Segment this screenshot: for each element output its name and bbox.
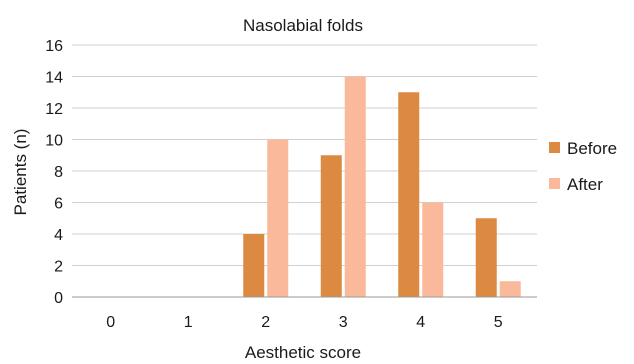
x-tick-labels: 0 1 2 3 4 5 (106, 314, 503, 331)
bar-before-3 (320, 155, 342, 297)
legend-swatch-after (549, 178, 560, 189)
legend-swatch-before (549, 142, 560, 153)
y-tick-label: 16 (45, 38, 63, 55)
y-axis-label: Patients (n) (11, 129, 30, 216)
x-tick-label: 4 (416, 314, 425, 331)
y-tick-label: 14 (45, 70, 63, 87)
bar-after-5 (499, 281, 521, 297)
y-tick-label: 2 (54, 259, 63, 276)
y-tick-label: 8 (54, 164, 63, 181)
gridlines (72, 44, 537, 266)
x-tick-label: 2 (261, 314, 270, 331)
y-tick-label: 10 (45, 133, 63, 150)
y-tick-label: 4 (54, 227, 63, 244)
bar-after-2 (267, 139, 289, 297)
x-axis-label: Aesthetic score (245, 343, 361, 362)
x-tick-label: 5 (494, 314, 503, 331)
chart-title: Nasolabial folds (243, 16, 363, 35)
legend-label-before: Before (567, 139, 617, 158)
y-tick-label: 12 (45, 101, 63, 118)
legend: Before After (549, 139, 617, 194)
bar-after-3 (344, 76, 366, 297)
x-tick-label: 0 (106, 314, 115, 331)
bar-after-4 (422, 202, 444, 297)
y-tick-labels: 0 2 4 6 8 10 12 14 16 (45, 38, 63, 307)
x-tick-label: 1 (184, 314, 193, 331)
bars (243, 76, 521, 297)
bar-before-5 (475, 218, 497, 297)
y-tick-label: 0 (54, 290, 63, 307)
legend-label-after: After (567, 175, 603, 194)
bar-before-4 (398, 92, 420, 297)
x-tick-label: 3 (339, 314, 348, 331)
y-tick-label: 6 (54, 196, 63, 213)
bar-before-2 (243, 234, 265, 297)
